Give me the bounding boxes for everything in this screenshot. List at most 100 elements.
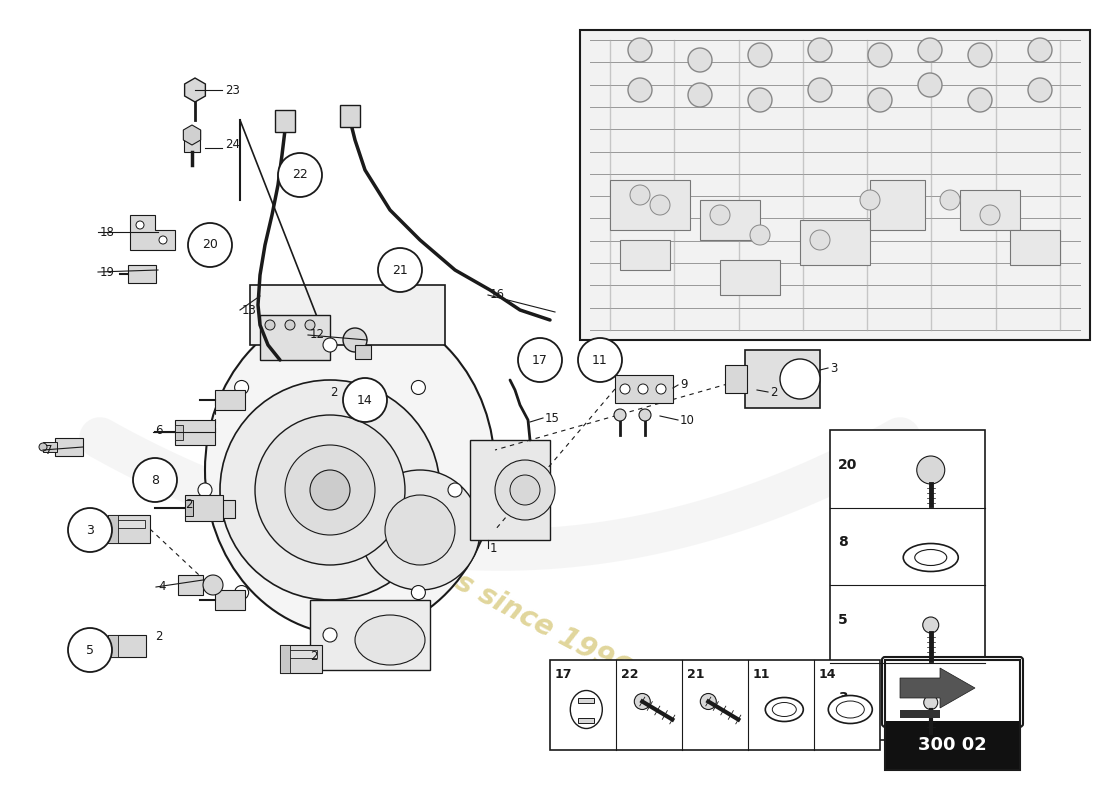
- Text: 6: 6: [155, 423, 163, 437]
- Circle shape: [68, 628, 112, 672]
- Text: 11: 11: [754, 668, 770, 681]
- Circle shape: [510, 475, 540, 505]
- Circle shape: [639, 409, 651, 421]
- Circle shape: [968, 88, 992, 112]
- Circle shape: [411, 381, 426, 394]
- Bar: [55, 438, 82, 456]
- Bar: [113, 520, 145, 528]
- Bar: [579, 698, 594, 702]
- Circle shape: [234, 586, 249, 599]
- Circle shape: [868, 88, 892, 112]
- Ellipse shape: [766, 698, 803, 722]
- Text: 18: 18: [100, 226, 114, 238]
- Bar: [579, 718, 594, 722]
- Circle shape: [323, 628, 337, 642]
- Text: 10: 10: [680, 414, 695, 426]
- Circle shape: [918, 38, 942, 62]
- Circle shape: [495, 460, 556, 520]
- Circle shape: [968, 43, 992, 67]
- Text: 19: 19: [100, 266, 116, 278]
- Circle shape: [285, 445, 375, 535]
- Circle shape: [980, 205, 1000, 225]
- Bar: [108, 635, 146, 657]
- Text: 2: 2: [155, 630, 163, 643]
- Circle shape: [628, 78, 652, 102]
- Text: a passion for parts since 1996: a passion for parts since 1996: [205, 437, 635, 683]
- Circle shape: [305, 320, 315, 330]
- Bar: [1010, 230, 1060, 265]
- Bar: [886, 660, 1020, 770]
- Circle shape: [323, 338, 337, 352]
- Text: 3: 3: [838, 690, 848, 705]
- Circle shape: [360, 470, 480, 590]
- Bar: [210, 500, 235, 518]
- Text: 13: 13: [242, 303, 257, 317]
- Bar: [108, 515, 150, 543]
- Bar: [355, 345, 371, 359]
- Bar: [280, 645, 322, 673]
- Circle shape: [748, 88, 772, 112]
- Bar: [620, 240, 670, 270]
- Text: 7: 7: [45, 443, 53, 457]
- Text: 1: 1: [490, 542, 497, 554]
- Bar: [800, 220, 870, 265]
- Circle shape: [748, 43, 772, 67]
- Circle shape: [780, 359, 820, 399]
- Text: 21: 21: [688, 668, 704, 681]
- Ellipse shape: [570, 690, 603, 729]
- Text: 20: 20: [202, 238, 218, 251]
- Circle shape: [136, 221, 144, 229]
- Bar: [615, 375, 673, 403]
- FancyBboxPatch shape: [882, 657, 1023, 726]
- Circle shape: [918, 73, 942, 97]
- Bar: [700, 200, 760, 240]
- Ellipse shape: [205, 305, 495, 635]
- Bar: [260, 315, 330, 360]
- Bar: [285, 650, 317, 658]
- Text: 8: 8: [838, 535, 848, 550]
- Bar: [43, 442, 57, 452]
- Circle shape: [808, 78, 832, 102]
- Circle shape: [578, 338, 621, 382]
- Circle shape: [1028, 78, 1052, 102]
- Polygon shape: [130, 215, 175, 250]
- Bar: [610, 180, 690, 230]
- Text: 300 02: 300 02: [918, 736, 987, 754]
- Bar: [185, 500, 192, 516]
- Circle shape: [160, 236, 167, 244]
- Circle shape: [411, 586, 426, 599]
- Text: 24: 24: [226, 138, 240, 151]
- Circle shape: [630, 185, 650, 205]
- Circle shape: [518, 338, 562, 382]
- Circle shape: [278, 153, 322, 197]
- Circle shape: [750, 225, 770, 245]
- Circle shape: [923, 617, 938, 633]
- Text: 2: 2: [185, 498, 192, 511]
- Bar: [178, 575, 204, 595]
- Bar: [275, 110, 295, 132]
- Text: 3: 3: [830, 362, 837, 374]
- Text: 20: 20: [838, 458, 857, 472]
- Circle shape: [68, 508, 112, 552]
- Circle shape: [656, 384, 666, 394]
- Circle shape: [628, 38, 652, 62]
- Text: 14: 14: [820, 668, 836, 681]
- Bar: [280, 645, 290, 673]
- Circle shape: [198, 483, 212, 497]
- Bar: [250, 285, 446, 345]
- Circle shape: [868, 43, 892, 67]
- Bar: [128, 265, 156, 283]
- Bar: [185, 495, 223, 521]
- Text: 4: 4: [158, 581, 165, 594]
- Circle shape: [916, 456, 945, 484]
- Circle shape: [265, 320, 275, 330]
- Circle shape: [220, 380, 440, 600]
- Circle shape: [204, 575, 223, 595]
- Text: 22: 22: [621, 668, 638, 681]
- Text: 5: 5: [86, 643, 94, 657]
- Text: 3: 3: [86, 523, 94, 537]
- Bar: [470, 440, 550, 540]
- Circle shape: [638, 384, 648, 394]
- Bar: [175, 420, 214, 445]
- Bar: [108, 635, 118, 657]
